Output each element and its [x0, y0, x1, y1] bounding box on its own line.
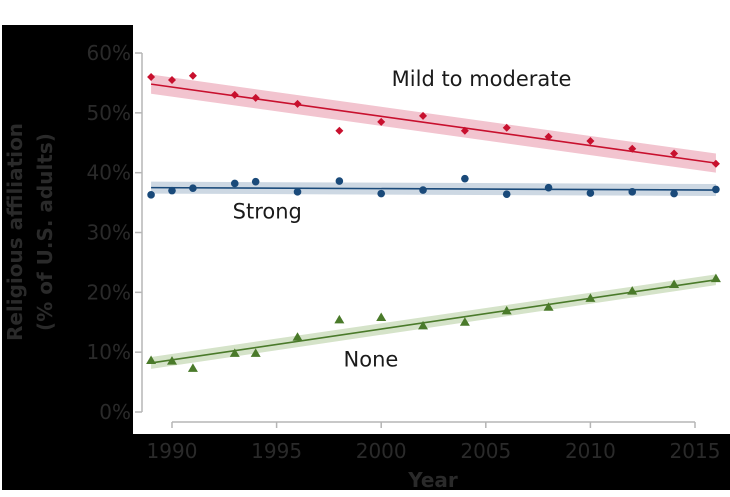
none-data-point	[146, 355, 157, 365]
bottom-margin-panel	[2, 434, 730, 490]
x-tick-label: 1995	[251, 439, 302, 463]
mild-to-moderate-data-point	[188, 71, 197, 80]
none-data-point	[501, 305, 512, 315]
x-axis-ticks: 1990 1995 2000 2005 2010 2015	[147, 422, 721, 463]
y-axis-ticks: 0% 10% 20% 30% 40% 50% 60%	[87, 41, 142, 424]
y-tick-label: 10%	[87, 340, 131, 364]
y-axis: 0% 10% 20% 30% 40% 50% 60%	[87, 41, 143, 424]
strong-data-point	[419, 186, 427, 194]
strong-data-point	[335, 177, 344, 185]
strong-data-point	[586, 189, 595, 197]
none-data-point	[292, 332, 303, 341]
y-tick-label: 40%	[87, 161, 131, 185]
mild-to-moderate-data-point	[251, 93, 260, 102]
series-labels: Mild to moderate Strong None	[233, 67, 572, 372]
x-tick-label: 1990	[147, 439, 198, 463]
mild-to-moderate-data-point	[628, 144, 637, 153]
strong-data-point	[461, 174, 469, 183]
strong-data-point	[712, 185, 720, 194]
left-margin-panel	[2, 25, 133, 490]
none-data-point	[710, 273, 721, 283]
x-tick-label: 2005	[460, 439, 511, 463]
mild-to-moderate-data-point	[230, 90, 239, 99]
none-data-point	[585, 293, 596, 302]
strong-data-point	[168, 186, 176, 195]
none-series-label: None	[344, 348, 399, 372]
none-data-point	[418, 320, 429, 330]
none-data-point	[334, 314, 345, 324]
y-tick-label: 50%	[87, 101, 131, 125]
y-axis-title-line-1: Religious affiliation	[3, 123, 27, 341]
mild-to-moderate-data-point	[502, 123, 511, 132]
x-axis-title: Year	[407, 468, 458, 492]
y-tick-label: 20%	[87, 280, 131, 304]
none-data-point	[669, 279, 680, 289]
strong-data-point	[628, 188, 637, 196]
none-data-point	[229, 348, 240, 357]
x-tick-label: 2000	[356, 439, 407, 463]
mild-to-moderate-data-point	[586, 136, 595, 145]
plot-area: Mild to moderate Strong None	[146, 67, 721, 372]
mild-to-moderate-trend-line	[150, 83, 717, 164]
mild-to-moderate-data-point	[168, 75, 176, 84]
strong-series-label: Strong	[233, 200, 302, 224]
y-tick-label: 0%	[99, 400, 131, 424]
trend-lines	[150, 83, 717, 364]
strong-data-point	[377, 189, 386, 198]
x-tick-label: 2010	[565, 439, 616, 463]
none-data-point	[376, 312, 387, 321]
mild-to-moderate-data-point	[460, 126, 469, 135]
mild-to-moderate-data-point	[544, 132, 553, 141]
mild-to-moderate-data-point	[670, 149, 679, 158]
mild-to-moderate-data-point	[419, 111, 428, 120]
none-data-point	[627, 286, 638, 295]
strong-data-point	[147, 191, 155, 199]
mild-to-moderate-data-point	[293, 99, 302, 108]
strong-data-point	[544, 183, 553, 192]
none-trend-line	[150, 278, 717, 364]
y-axis-title: Religious affiliation (% of U.S. adults)	[3, 123, 57, 341]
strong-data-point	[251, 177, 260, 186]
y-axis-title-line-2: (% of U.S. adults)	[33, 133, 57, 331]
none-data-point	[543, 302, 554, 311]
strong-data-point	[670, 189, 678, 198]
none-data-point	[167, 356, 177, 365]
mild-to-moderate-data-point	[711, 159, 720, 168]
x-axis: 1990 1995 2000 2005 2010 2015	[147, 421, 721, 463]
strong-data-point	[189, 184, 197, 193]
none-data-point	[250, 348, 261, 357]
mild-to-moderate-data-point	[147, 72, 156, 81]
y-tick-label: 30%	[87, 221, 131, 245]
y-tick-label: 60%	[87, 41, 131, 65]
strong-data-point	[230, 179, 239, 188]
mild-to-moderate-series-label: Mild to moderate	[392, 67, 572, 91]
data-points	[146, 71, 721, 372]
strong-data-point	[502, 190, 511, 199]
mild-to-moderate-data-point	[335, 126, 344, 135]
none-data-point	[459, 317, 470, 326]
x-tick-label: 2015	[670, 439, 721, 463]
strong-trend-line	[151, 186, 716, 191]
mild-to-moderate-data-point	[377, 117, 386, 126]
strong-data-point	[293, 188, 302, 196]
none-data-point	[187, 363, 198, 372]
